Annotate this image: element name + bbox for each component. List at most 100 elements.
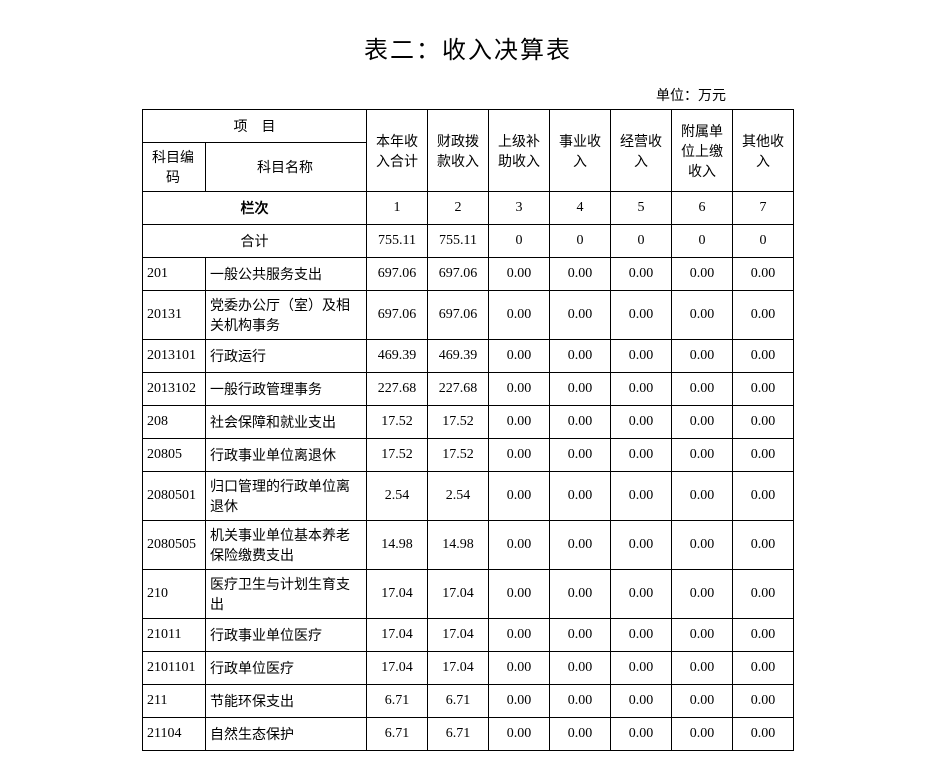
row-val-2: 6.71: [428, 718, 489, 751]
row-val-4: 0.00: [550, 685, 611, 718]
table-row: 210医疗卫生与计划生育支出17.0417.040.000.000.000.00…: [143, 570, 794, 619]
row-val-1: 6.71: [367, 685, 428, 718]
row-val-2: 469.39: [428, 340, 489, 373]
lanci-row: 栏次 1 2 3 4 5 6 7: [143, 192, 794, 225]
row-val-6: 0.00: [672, 718, 733, 751]
row-val-7: 0.00: [733, 472, 794, 521]
row-val-1: 17.04: [367, 570, 428, 619]
table-row: 21104自然生态保护6.716.710.000.000.000.000.00: [143, 718, 794, 751]
row-val-7: 0.00: [733, 258, 794, 291]
header-col1: 本年收入合计: [367, 110, 428, 192]
row-name: 一般公共服务支出: [206, 258, 367, 291]
row-val-6: 0.00: [672, 258, 733, 291]
row-val-2: 697.06: [428, 291, 489, 340]
row-val-2: 227.68: [428, 373, 489, 406]
row-val-6: 0.00: [672, 521, 733, 570]
total-3: 0: [489, 225, 550, 258]
row-name: 行政事业单位离退休: [206, 439, 367, 472]
row-code: 20131: [143, 291, 206, 340]
row-val-4: 0.00: [550, 406, 611, 439]
row-val-4: 0.00: [550, 619, 611, 652]
row-val-3: 0.00: [489, 373, 550, 406]
row-val-7: 0.00: [733, 685, 794, 718]
row-val-7: 0.00: [733, 373, 794, 406]
row-val-5: 0.00: [611, 685, 672, 718]
total-6: 0: [672, 225, 733, 258]
row-name: 行政事业单位医疗: [206, 619, 367, 652]
lanci-3: 3: [489, 192, 550, 225]
table-row: 211节能环保支出6.716.710.000.000.000.000.00: [143, 685, 794, 718]
lanci-7: 7: [733, 192, 794, 225]
row-val-4: 0.00: [550, 521, 611, 570]
lanci-label: 栏次: [143, 192, 367, 225]
table-row: 21011行政事业单位医疗17.0417.040.000.000.000.000…: [143, 619, 794, 652]
table-row: 20805行政事业单位离退休17.5217.520.000.000.000.00…: [143, 439, 794, 472]
row-val-1: 17.52: [367, 406, 428, 439]
total-4: 0: [550, 225, 611, 258]
row-code: 2101101: [143, 652, 206, 685]
row-val-5: 0.00: [611, 570, 672, 619]
row-name: 医疗卫生与计划生育支出: [206, 570, 367, 619]
row-val-1: 227.68: [367, 373, 428, 406]
row-val-4: 0.00: [550, 472, 611, 521]
row-val-3: 0.00: [489, 406, 550, 439]
row-val-5: 0.00: [611, 718, 672, 751]
lanci-2: 2: [428, 192, 489, 225]
table-row: 208社会保障和就业支出17.5217.520.000.000.000.000.…: [143, 406, 794, 439]
header-col4: 事业收入: [550, 110, 611, 192]
row-val-1: 14.98: [367, 521, 428, 570]
row-val-3: 0.00: [489, 685, 550, 718]
row-val-1: 17.52: [367, 439, 428, 472]
row-val-1: 6.71: [367, 718, 428, 751]
row-val-5: 0.00: [611, 340, 672, 373]
row-val-7: 0.00: [733, 619, 794, 652]
row-val-4: 0.00: [550, 340, 611, 373]
row-val-4: 0.00: [550, 570, 611, 619]
table-row: 2080501归口管理的行政单位离退休2.542.540.000.000.000…: [143, 472, 794, 521]
row-val-3: 0.00: [489, 521, 550, 570]
row-val-7: 0.00: [733, 340, 794, 373]
row-val-3: 0.00: [489, 439, 550, 472]
row-name: 自然生态保护: [206, 718, 367, 751]
row-code: 2013101: [143, 340, 206, 373]
row-name: 机关事业单位基本养老保险缴费支出: [206, 521, 367, 570]
row-val-4: 0.00: [550, 258, 611, 291]
row-val-6: 0.00: [672, 652, 733, 685]
page-title: 表二：收入决算表: [30, 30, 906, 65]
row-val-3: 0.00: [489, 340, 550, 373]
row-name: 行政单位医疗: [206, 652, 367, 685]
row-val-7: 0.00: [733, 521, 794, 570]
header-project: 项 目: [143, 110, 367, 143]
row-val-3: 0.00: [489, 570, 550, 619]
lanci-4: 4: [550, 192, 611, 225]
row-val-7: 0.00: [733, 439, 794, 472]
row-code: 21011: [143, 619, 206, 652]
total-7: 0: [733, 225, 794, 258]
row-val-1: 2.54: [367, 472, 428, 521]
row-val-5: 0.00: [611, 439, 672, 472]
row-code: 2080505: [143, 521, 206, 570]
row-val-6: 0.00: [672, 570, 733, 619]
row-val-3: 0.00: [489, 718, 550, 751]
row-val-2: 2.54: [428, 472, 489, 521]
row-val-1: 697.06: [367, 258, 428, 291]
row-val-5: 0.00: [611, 472, 672, 521]
table-row: 20131党委办公厅（室）及相关机构事务697.06697.060.000.00…: [143, 291, 794, 340]
row-val-5: 0.00: [611, 258, 672, 291]
row-name: 节能环保支出: [206, 685, 367, 718]
row-val-7: 0.00: [733, 570, 794, 619]
unit-label: 单位：万元: [30, 85, 906, 105]
row-name: 一般行政管理事务: [206, 373, 367, 406]
row-val-4: 0.00: [550, 718, 611, 751]
row-code: 208: [143, 406, 206, 439]
row-val-5: 0.00: [611, 291, 672, 340]
row-name: 社会保障和就业支出: [206, 406, 367, 439]
income-table: 项 目 本年收入合计 财政拨款收入 上级补助收入 事业收入 经营收入 附属单位上…: [142, 109, 794, 751]
row-val-6: 0.00: [672, 685, 733, 718]
row-val-2: 14.98: [428, 521, 489, 570]
total-row: 合计 755.11 755.11 0 0 0 0 0: [143, 225, 794, 258]
row-val-1: 17.04: [367, 619, 428, 652]
row-code: 20805: [143, 439, 206, 472]
row-code: 21104: [143, 718, 206, 751]
table-row: 2013102一般行政管理事务227.68227.680.000.000.000…: [143, 373, 794, 406]
